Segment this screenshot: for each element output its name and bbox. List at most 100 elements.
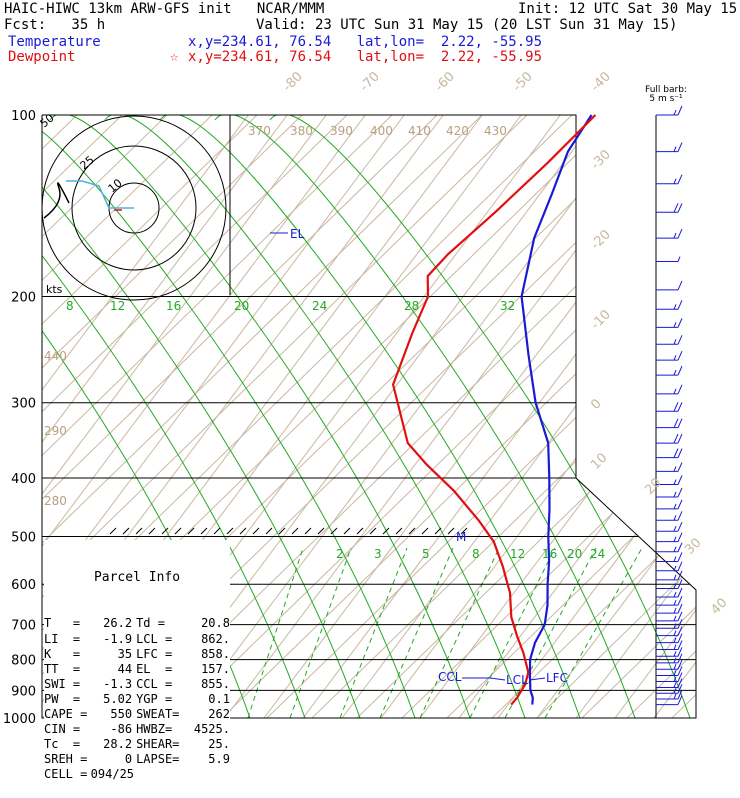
dewpoint-star-icon: ☆ (170, 49, 179, 65)
barb-flag (677, 499, 683, 510)
parcel-value: 25. (208, 737, 230, 752)
parcel-row: SWI = -1.3 CCL = 855. (44, 677, 230, 692)
moist-adiabat-line (269, 115, 691, 718)
wind-barb (656, 660, 683, 670)
barb-half (673, 565, 677, 571)
pressure-label-1000: 1000 (3, 712, 36, 727)
isotherm-line (224, 115, 678, 718)
hodograph-trace-black (43, 182, 70, 219)
wind-legend-line1: Full barb: (645, 85, 687, 95)
barb-flag (673, 418, 679, 428)
mixing-ratio-line (379, 547, 454, 718)
isotherm-label: -40 (588, 69, 614, 95)
isotherm-label: -20 (588, 227, 614, 253)
freezing-hatch (109, 527, 117, 535)
mixing-ratio-label: 5 (422, 547, 430, 561)
freezing-hatch (265, 527, 273, 535)
theta-label: 430 (484, 124, 507, 138)
wind-barb (656, 633, 683, 644)
barb-half (673, 682, 677, 688)
isotherm-line (614, 115, 696, 718)
mixing-ratio-label: 3 (374, 547, 382, 561)
moist-adiabat-line (104, 115, 526, 718)
wind-barb (656, 256, 681, 263)
parcel-row: T = 26.2 Td = 20.8 (44, 616, 230, 631)
dry-adiabat-line (401, 115, 696, 718)
freezing-hatch (122, 527, 130, 535)
freezing-hatch (174, 527, 182, 535)
temperature-location: x,y=234.61, 76.54 lat,lon= 2.22, -55.95 (188, 34, 543, 50)
wind-barb (656, 280, 683, 291)
parcel-value: 5.02 (103, 691, 133, 706)
mixing-ratio-label: 20 (567, 547, 582, 561)
parcel-row: K = 35 LFC = 858. (44, 647, 230, 662)
barb-flag (673, 402, 679, 412)
hodograph-trace (66, 180, 134, 209)
wind-barb (656, 619, 683, 629)
barb-flag (677, 433, 683, 444)
freezing-hatch (356, 527, 364, 535)
barb-half (673, 536, 677, 542)
parcel-info-panel: Parcel Info T = 26.2 Td = 20.8 LI = -1.9 LCL =… (44, 540, 230, 798)
parcel-key: Tc = (44, 737, 81, 752)
freezing-hatch (434, 527, 442, 535)
dry-adiabat-line (42, 115, 303, 718)
barb-half (673, 232, 677, 239)
barb-flag (677, 300, 683, 310)
valid-time: Valid: 23 UTC Sun 31 May 15 (20 LST Sun … (256, 17, 678, 33)
parcel-row: PW = 5.02 YGP = 0.1 (44, 692, 230, 707)
barb-flag (677, 174, 683, 184)
wind-barb (656, 611, 683, 622)
theta-label: 400 (370, 124, 393, 138)
barb-half (673, 574, 677, 581)
parcel-row: LI = -1.9 LCL = 862. (44, 632, 230, 647)
isotherm-line (536, 115, 696, 718)
pressure-label-200: 200 (11, 291, 36, 306)
mixing-ratio-label: 12 (510, 547, 525, 561)
wind-barb (656, 626, 683, 637)
barb-flag (677, 511, 683, 521)
barb-half (673, 146, 677, 152)
profile-temperature (520, 114, 593, 705)
dry-adiabat-line (311, 115, 696, 718)
barb-flag (677, 350, 683, 361)
mixing-ratio-line (469, 547, 556, 718)
barb-flag (677, 448, 683, 458)
wind-barb (656, 570, 683, 581)
freezing-hatch (291, 527, 299, 535)
parcel-key: CCL = (136, 676, 173, 691)
barb-half (673, 600, 677, 606)
barb-half (673, 637, 677, 643)
barb-half (677, 256, 681, 262)
barb-flag (677, 666, 683, 676)
dry-adiabat-line (221, 115, 696, 718)
marker-el: EL (290, 227, 305, 241)
wind-barb (656, 487, 683, 498)
barb-flag (677, 611, 683, 622)
freezing-hatch (148, 527, 156, 535)
barb-half (673, 369, 677, 376)
isotherm-label: 30 (682, 536, 704, 558)
isotherm-line (42, 115, 366, 718)
freezing-hatch (395, 527, 403, 535)
theta-label: 380 (290, 124, 313, 138)
barb-flag (677, 684, 683, 694)
barb-half (673, 322, 677, 328)
isotherm-label: 20 (642, 476, 664, 498)
barb-half (673, 339, 677, 345)
barb-half (673, 693, 677, 700)
mixing-ratio-line (247, 547, 304, 718)
parcel-value: 4525. (193, 722, 230, 737)
parcel-value: 262 (208, 707, 230, 722)
parcel-value: 862. (201, 631, 230, 646)
isotherm-line (42, 115, 249, 718)
pressure-label-400: 400 (11, 472, 36, 487)
wind-barb (656, 418, 683, 429)
isotherm-line (341, 115, 696, 718)
barb-flag (677, 335, 683, 345)
hodograph-ring-label: 10 (106, 176, 125, 195)
parcel-key: SHEAR= (136, 737, 180, 752)
barb-flag (677, 552, 683, 562)
barb-half (673, 630, 677, 636)
